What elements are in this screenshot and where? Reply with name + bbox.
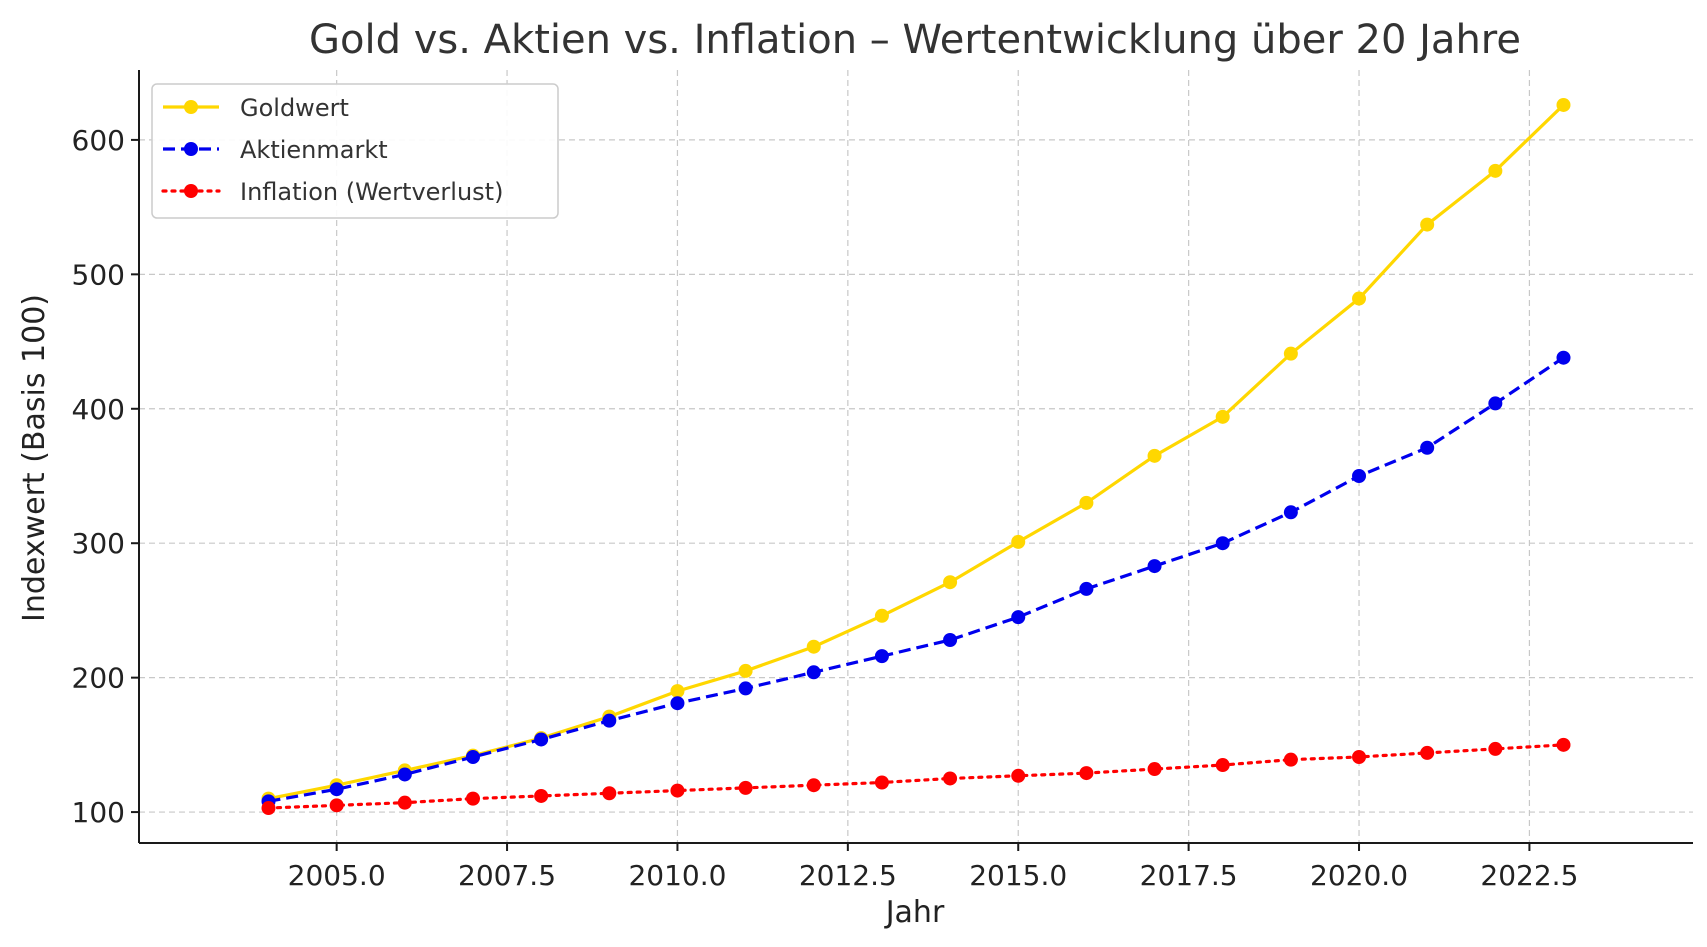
y-tick-label: 300 — [72, 527, 125, 560]
legend-entry: Aktienmarkt — [163, 136, 388, 164]
data-point — [738, 681, 753, 696]
chart-title: Gold vs. Aktien vs. Inflation – Wertentw… — [309, 17, 1521, 63]
data-point — [943, 633, 958, 648]
data-point — [738, 780, 753, 795]
data-point — [1147, 762, 1162, 777]
data-point — [465, 749, 480, 764]
series-line — [268, 356, 1565, 803]
data-point — [943, 771, 958, 786]
y-axis-label: Indexwert (Basis 100) — [17, 294, 52, 622]
data-point — [1215, 536, 1230, 551]
data-point — [1420, 217, 1435, 232]
data-point — [1215, 409, 1230, 424]
data-point — [874, 608, 889, 623]
data-point — [534, 788, 549, 803]
data-point — [1283, 505, 1298, 520]
legend-label: Aktienmarkt — [240, 136, 388, 164]
tick-labels: 2005.0 2007.5 2010.0 2012.5 2015.0 2017.5 2020… — [72, 124, 1579, 892]
data-point — [1283, 752, 1298, 767]
x-tick-label: 2017.5 — [1140, 859, 1238, 892]
series-2 — [261, 350, 1571, 809]
data-point — [465, 791, 480, 806]
data-point — [1147, 559, 1162, 574]
x-tick-label: 2007.5 — [458, 859, 556, 892]
y-tick-label: 500 — [72, 258, 125, 291]
data-point — [1079, 495, 1094, 510]
y-tick-label: 400 — [72, 393, 125, 426]
x-tick-label: 2012.5 — [799, 859, 897, 892]
data-point — [1352, 468, 1367, 483]
data-point — [1079, 581, 1094, 596]
data-point — [1488, 396, 1503, 411]
legend-swatch-marker — [184, 100, 198, 114]
legend-label: Goldwert — [240, 94, 349, 122]
data-point — [806, 665, 821, 680]
data-point — [670, 696, 685, 711]
data-point — [1215, 758, 1230, 773]
data-point — [1011, 768, 1026, 783]
data-point — [397, 767, 412, 782]
data-point — [874, 649, 889, 664]
x-axis-label: Jahr — [884, 895, 945, 930]
data-point — [602, 786, 617, 801]
data-point — [1556, 737, 1571, 752]
series-line — [266, 743, 1566, 810]
data-point — [1488, 741, 1503, 756]
data-point — [670, 684, 685, 699]
y-tick-label: 100 — [72, 796, 125, 829]
legend-swatch-marker — [184, 142, 198, 156]
data-point — [1079, 766, 1094, 781]
data-point — [329, 782, 344, 797]
data-point — [1011, 610, 1026, 625]
y-tick-label: 200 — [72, 662, 125, 695]
x-tick-label: 2010.0 — [628, 859, 726, 892]
data-point — [397, 795, 412, 810]
legend-swatch-marker — [184, 184, 198, 198]
legend-entry: Goldwert — [163, 94, 349, 122]
data-point — [1147, 448, 1162, 463]
data-point — [1556, 97, 1571, 112]
data-point — [329, 798, 344, 813]
legend: Goldwert Aktienmarkt Inflation (Wertverlus… — [151, 83, 559, 219]
grid-lines — [139, 70, 1693, 843]
x-tick-label: 2005.0 — [288, 859, 386, 892]
data-point — [1556, 350, 1571, 365]
data-point — [1488, 163, 1503, 178]
legend-entry: Inflation (Wertverlust) — [161, 178, 503, 206]
x-tick-label: 2022.5 — [1480, 859, 1578, 892]
x-tick-label: 2015.0 — [969, 859, 1067, 892]
data-point — [738, 663, 753, 678]
data-series — [261, 97, 1571, 816]
data-point — [806, 639, 821, 654]
y-tick-label: 600 — [72, 124, 125, 157]
data-point — [534, 732, 549, 747]
data-point — [806, 778, 821, 793]
data-point — [1352, 749, 1367, 764]
data-point — [1011, 534, 1026, 549]
x-tick-label: 2020.0 — [1310, 859, 1408, 892]
legend-box — [151, 83, 559, 219]
data-point — [1283, 346, 1298, 361]
legend-label: Inflation (Wertverlust) — [240, 178, 503, 206]
data-point — [943, 575, 958, 590]
data-point — [874, 775, 889, 790]
data-point — [1352, 291, 1367, 306]
data-point — [1420, 440, 1435, 455]
data-point — [261, 801, 276, 816]
data-point — [1420, 745, 1435, 760]
data-point — [602, 713, 617, 728]
data-point — [670, 783, 685, 798]
axes — [138, 70, 1693, 844]
series-3 — [261, 737, 1571, 816]
